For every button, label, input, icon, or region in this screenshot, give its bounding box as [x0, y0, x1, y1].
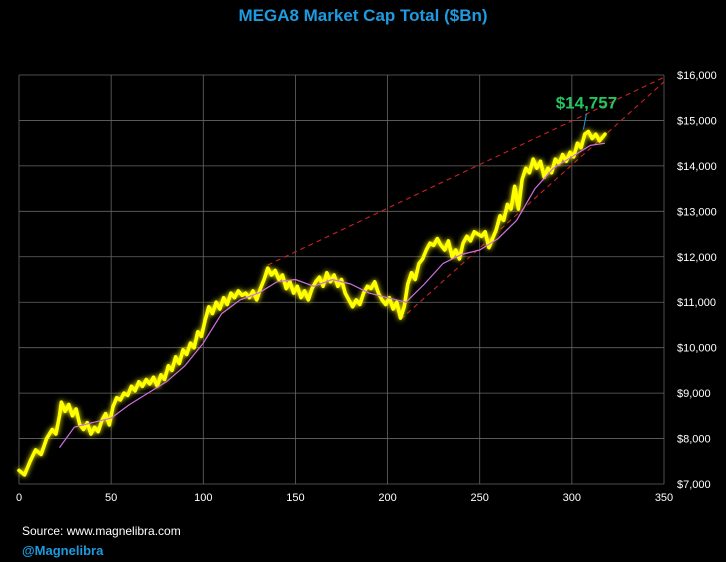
x-tick-label: 200 [378, 492, 396, 504]
x-tick-label: 300 [563, 492, 581, 504]
y-tick-label: $9,000 [677, 388, 711, 400]
y-tick-label: $8,000 [677, 434, 711, 446]
series [17, 129, 607, 477]
callout-pointer [582, 113, 587, 130]
trendline [400, 81, 665, 320]
x-tick-label: 250 [471, 492, 489, 504]
y-tick-label: $11,000 [677, 297, 716, 309]
twitter-handle[interactable]: @Magnelibra [22, 543, 104, 558]
y-tick-label: $15,000 [677, 115, 717, 127]
x-tick-label: 50 [105, 492, 117, 504]
x-tick-label: 150 [286, 492, 304, 504]
x-tick-label: 0 [16, 492, 22, 504]
x-tick-label: 350 [655, 492, 673, 504]
annotations: $14,757 [556, 93, 617, 130]
series-line-moving-average [59, 142, 606, 448]
axes: 0 50 100 150 200 250 300 350 $7,000 $8,000 $9,000 $… [16, 70, 717, 504]
source-note: Source: www.magnelibra.com [22, 524, 181, 538]
y-tick-label: $14,000 [677, 161, 717, 173]
x-tick-label: 100 [194, 492, 212, 504]
y-tick-label: $10,000 [677, 343, 717, 355]
trendline [267, 76, 665, 266]
chart-title: MEGA8 Market Cap Total ($Bn) [238, 6, 487, 25]
series-line-market-cap [17, 129, 607, 477]
y-tick-label: $12,000 [677, 252, 717, 264]
y-tick-label: $7,000 [677, 479, 711, 491]
y-tick-label: $13,000 [677, 206, 717, 218]
latest-value-label: $14,757 [556, 93, 617, 112]
y-tick-label: $16,000 [677, 70, 717, 82]
trendlines [267, 76, 665, 320]
